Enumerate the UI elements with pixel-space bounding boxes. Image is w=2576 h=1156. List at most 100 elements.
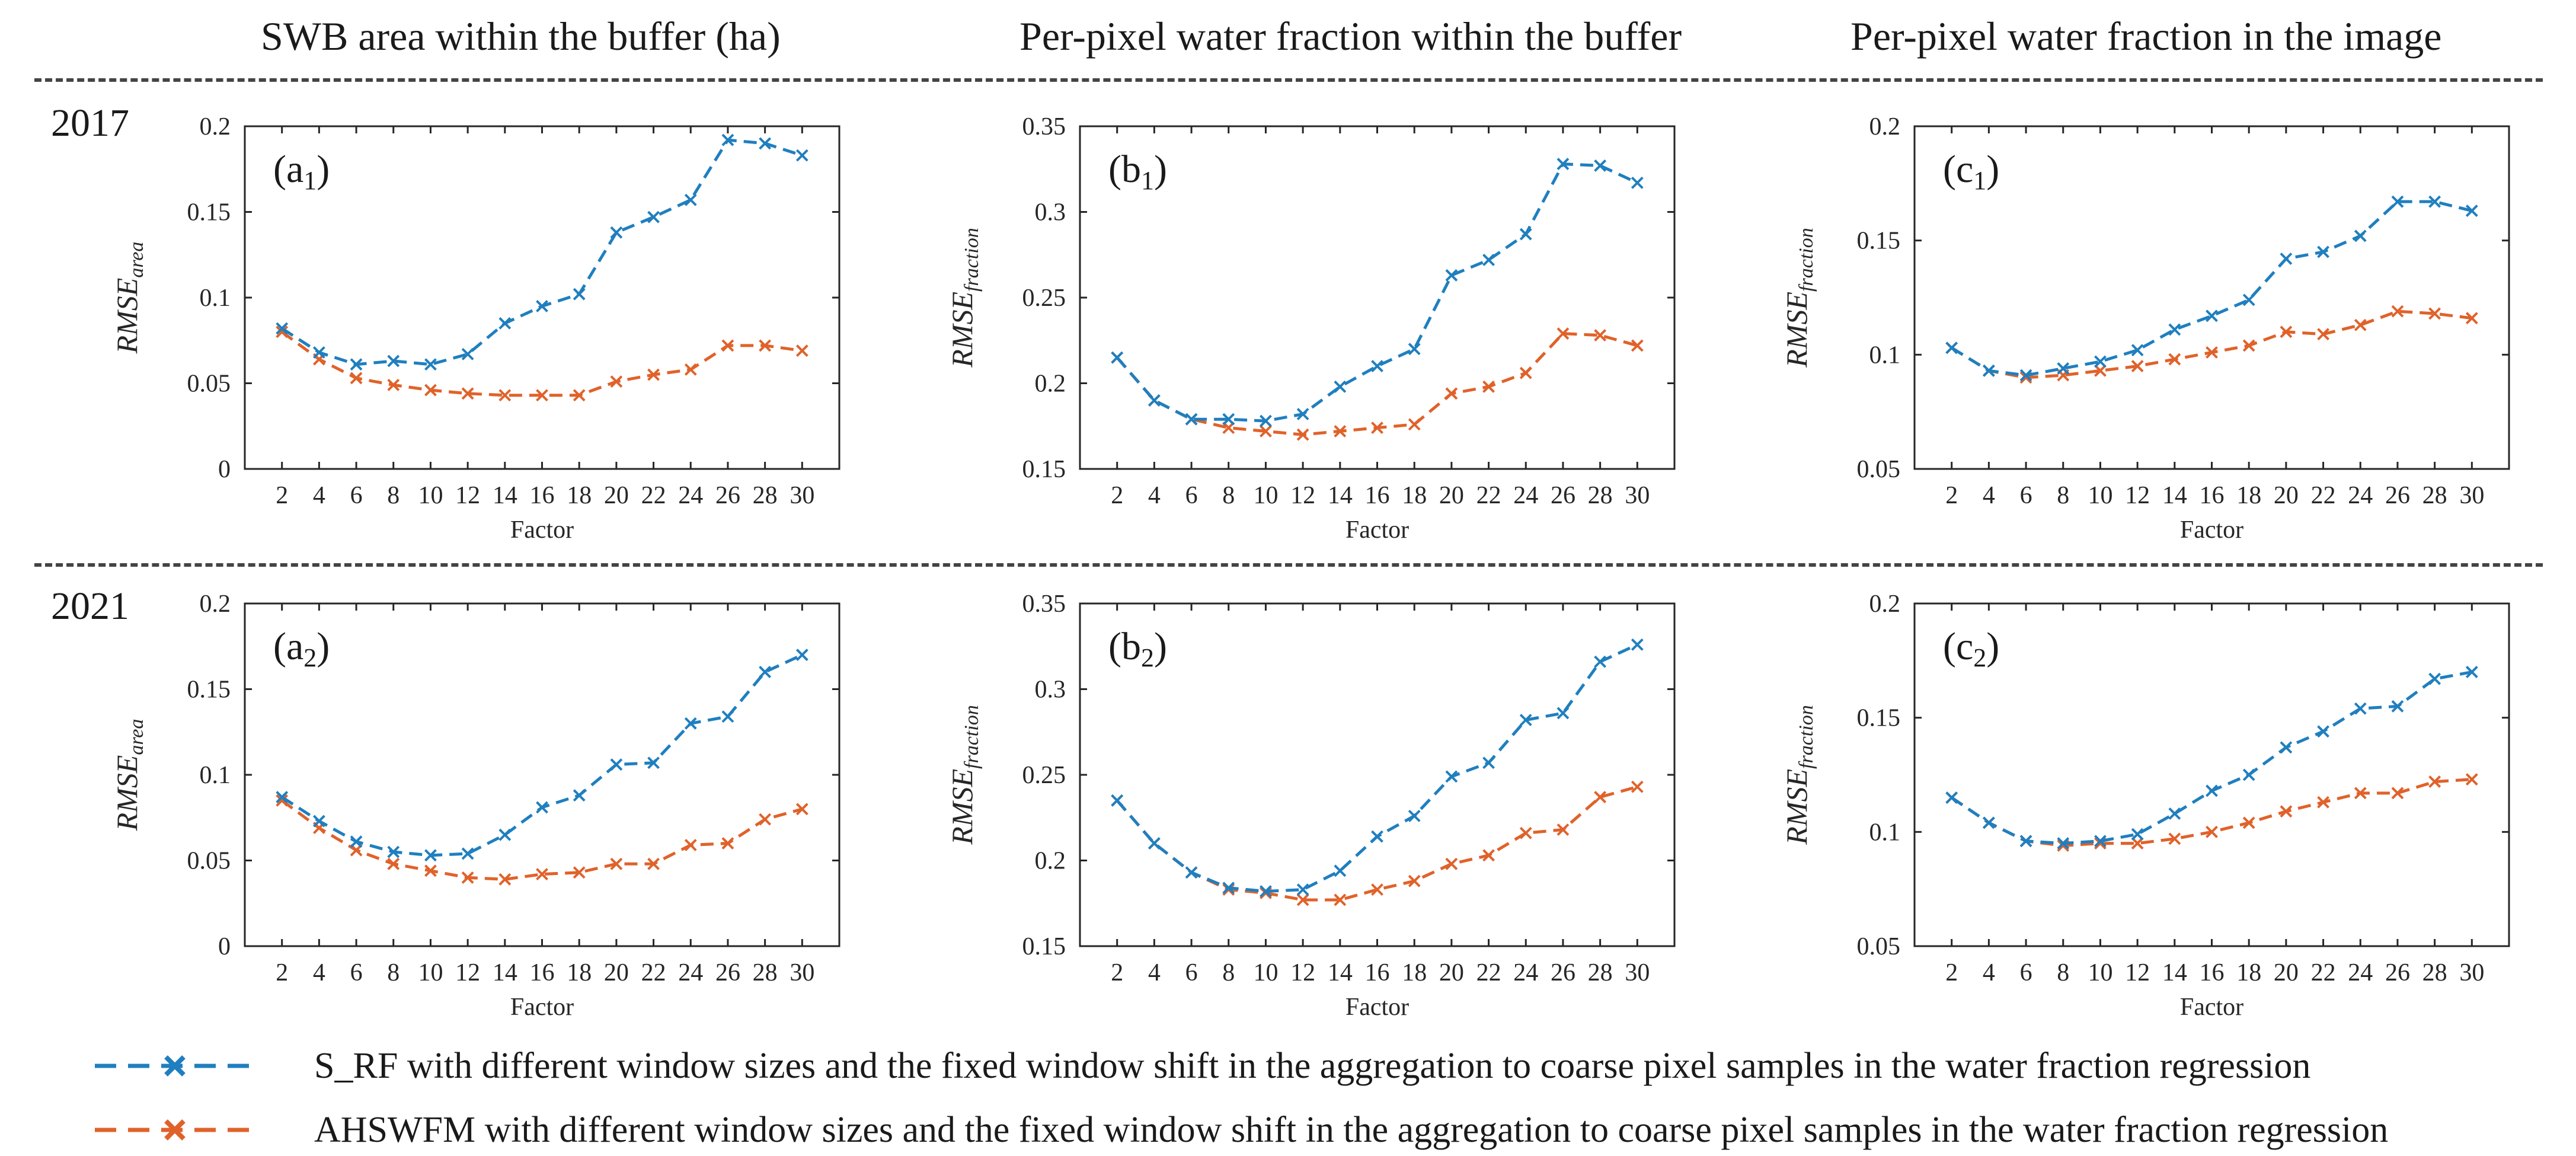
data-point-ahswfm [2242, 816, 2255, 829]
data-point-s-rf [2168, 807, 2181, 820]
data-point-ahswfm [2428, 307, 2441, 320]
data-point-s-rf [1222, 882, 1235, 895]
data-point-s-rf [1594, 159, 1607, 172]
year-label-2021: 2021 [51, 585, 129, 628]
data-point-ahswfm [2094, 364, 2107, 377]
data-point-ahswfm [1631, 780, 1644, 793]
plot-frame [244, 602, 840, 947]
plot-frame [1079, 602, 1676, 947]
data-point-s-rf [1148, 394, 1161, 407]
panel-label-letter: (b [1108, 148, 1141, 191]
y-tick-label: 0.35 [1022, 590, 1066, 618]
data-point-ahswfm [350, 372, 363, 385]
panel-label-subscript: 2 [1973, 643, 1986, 672]
data-point-ahswfm [1371, 421, 1383, 435]
x-tick-label: 30 [1625, 959, 1650, 986]
x-tick-label: 16 [2200, 959, 2225, 986]
x-tick-label: 18 [567, 959, 592, 986]
data-point-ahswfm [536, 389, 548, 402]
data-point-ahswfm [2242, 339, 2255, 352]
x-tick-label: 24 [2348, 959, 2373, 986]
data-point-s-rf [573, 288, 586, 301]
y-tick-label: 0.35 [1022, 113, 1066, 140]
data-point-ahswfm [1519, 826, 1532, 839]
x-tick-label: 30 [1625, 482, 1650, 509]
x-tick-label: 2 [276, 959, 288, 986]
y-axis-label-sub: fraction [1795, 705, 1817, 769]
data-point-s-rf [2057, 837, 2070, 850]
data-point-s-rf [2019, 835, 2032, 848]
panel-label-subscript: 2 [303, 643, 317, 672]
data-point-s-rf [1945, 341, 1958, 355]
data-point-ahswfm [2206, 346, 2218, 359]
panel-label-close: ) [317, 148, 330, 191]
legend-swatch-ahswfm [95, 1119, 255, 1141]
data-point-ahswfm [1519, 366, 1532, 379]
data-point-s-rf [1185, 866, 1198, 879]
y-axis-label-main: RMSE [1780, 769, 1813, 845]
y-tick-label: 0.15 [187, 199, 231, 226]
x-tick-label: 16 [530, 482, 555, 509]
data-point-s-rf [2391, 195, 2404, 208]
x-tick-label: 18 [567, 482, 592, 509]
x-tick-label: 2 [1111, 959, 1123, 986]
data-point-s-rf [312, 815, 325, 828]
data-point-ahswfm [759, 813, 772, 826]
y-tick-label: 0.2 [200, 590, 231, 618]
y-tick-label: 0.05 [1857, 933, 1901, 960]
x-tick-label: 26 [715, 482, 740, 509]
x-tick-label: 16 [530, 959, 555, 986]
y-axis-label-main: RMSE [945, 292, 979, 368]
x-axis-label: Factor [510, 994, 574, 1021]
panel-label-letter: (a [273, 148, 303, 191]
y-tick-label: 0.05 [187, 848, 231, 875]
data-point-ahswfm [2131, 837, 2144, 850]
data-point-ahswfm [2465, 312, 2478, 325]
data-point-ahswfm [498, 389, 512, 402]
data-point-s-rf [684, 193, 697, 206]
x-tick-label: 10 [418, 959, 443, 986]
y-tick-label: 0.15 [1022, 933, 1066, 960]
x-tick-label: 8 [1222, 959, 1235, 986]
data-point-ahswfm [424, 384, 437, 397]
data-point-s-rf [1148, 837, 1161, 850]
x-tick-label: 12 [1290, 959, 1315, 986]
data-point-ahswfm [1334, 425, 1347, 438]
panel-label-subscript: 1 [1141, 166, 1154, 195]
y-tick-label: 0.15 [1022, 456, 1066, 483]
x-tick-label: 24 [678, 959, 703, 986]
x-tick-label: 6 [2020, 959, 2032, 986]
year-label-2017: 2017 [51, 101, 129, 145]
data-point-ahswfm [1594, 791, 1607, 803]
x-tick-label: 24 [678, 482, 703, 509]
data-point-s-rf [387, 845, 400, 858]
x-tick-label: 8 [1222, 482, 1235, 509]
data-point-ahswfm [536, 868, 548, 881]
x-tick-label: 14 [493, 959, 517, 986]
chart-panel-b2: 0.150.20.250.30.352 4 6 8 10 12 14 16 18 20 22 24 26… [945, 590, 1676, 1021]
data-point-s-rf [2317, 245, 2329, 258]
data-point-s-rf [2094, 355, 2107, 368]
y-tick-label: 0.15 [187, 676, 231, 704]
y-tick-label: 0.15 [1857, 228, 1901, 255]
y-tick-label: 0.25 [1022, 762, 1066, 789]
x-tick-label: 4 [313, 482, 325, 509]
data-point-s-rf [647, 210, 660, 223]
x-tick-label: 30 [790, 482, 814, 509]
x-tick-label: 4 [1148, 959, 1161, 986]
y-tick-label: 0.15 [1857, 705, 1901, 732]
data-point-ahswfm [387, 378, 400, 391]
data-point-s-rf [647, 756, 660, 769]
data-point-s-rf [1631, 638, 1644, 651]
panel-label-close: ) [1986, 625, 1999, 668]
data-point-ahswfm [2317, 328, 2329, 341]
data-point-s-rf [276, 791, 289, 803]
chart-panel-a2: 00.050.10.150.22 4 6 8 10 12 14 16 18 20 22 24 26 28 3… [110, 590, 840, 1021]
data-point-ahswfm [795, 803, 808, 816]
data-point-ahswfm [498, 873, 512, 886]
data-point-s-rf [461, 347, 474, 360]
x-tick-label: 4 [313, 959, 325, 986]
data-point-ahswfm [2354, 787, 2367, 800]
data-point-s-rf [1408, 809, 1421, 822]
